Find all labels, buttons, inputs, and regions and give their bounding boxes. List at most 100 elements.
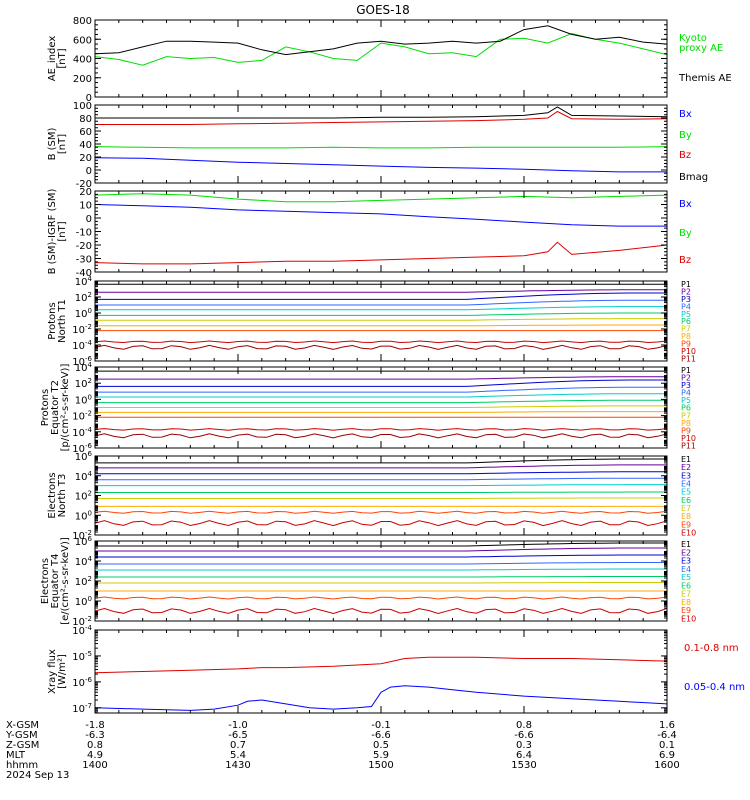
y-tick-label: -20 (76, 241, 92, 252)
channel-line-e9 (95, 510, 667, 514)
series-line-kyoto-proxy-ae (95, 32, 667, 66)
y-tick-label: 0 (86, 93, 92, 104)
channel-line-e10 (95, 520, 667, 527)
channel-line-e10 (95, 607, 667, 615)
panel-data (95, 458, 667, 527)
legend-entry: E1 (681, 455, 691, 464)
ephemeris-value: 0.8 (87, 740, 103, 751)
y-tick-label: 40 (79, 140, 92, 151)
legend-entry: P2 (681, 374, 691, 383)
legend-entry: P4 (681, 389, 691, 398)
y-tick-label: 104 (75, 361, 93, 374)
panel-2: -20 0 20 40 60 80 100 B (SM) [nT] Bx By Bz Bmag (47, 101, 708, 190)
y-tick-label: 10-4 (72, 339, 92, 352)
legend-entry: E9 (681, 520, 691, 529)
ephemeris-value: 6.9 (659, 750, 675, 761)
ephemeris-row-label: Z-GSM (6, 740, 39, 751)
ephemeris-value: -6.3 (85, 730, 105, 741)
y-tick-label: 200 (73, 74, 92, 85)
channel-line-e7 (95, 497, 667, 499)
series-line-0-05-0-4-nm (95, 685, 667, 711)
y-axis-label: [e/(cm²-s-sr-keV)] (60, 537, 71, 625)
y-tick-label: 104 (75, 470, 93, 483)
ephemeris-value: 0.7 (230, 740, 246, 751)
legend-entry: E2 (681, 548, 691, 557)
y-tick-label: 80 (79, 114, 92, 125)
legend-entry: P6 (681, 404, 691, 413)
y-tick-label: 102 (75, 575, 92, 588)
channel-line-e9 (95, 596, 667, 600)
legend-entry: P11 (681, 354, 696, 363)
panel-frame (94, 629, 668, 714)
legend-entry: E7 (681, 504, 691, 513)
ephemeris-value: -6.6 (514, 730, 534, 741)
series-line-bx (95, 157, 667, 173)
channel-line-e4 (95, 562, 667, 565)
channel-line-p5 (95, 306, 667, 311)
ephemeris-value: 5.9 (373, 750, 389, 761)
panel-7: 10-2 100 102 104 106 Electrons Equator T4 [e/(c… (40, 535, 696, 628)
series-line-by (95, 193, 667, 203)
y-tick-label: 0 (86, 214, 92, 225)
y-tick-label: 10-7 (72, 702, 92, 715)
panel-data (95, 370, 667, 439)
ephemeris-row-label: 2024 Sep 13 (6, 770, 69, 781)
series-line-0-1-0-8-nm (95, 656, 667, 674)
legend-entry: E9 (681, 606, 691, 615)
y-tick-label: 10-2 (72, 529, 92, 542)
ephemeris-value: 4.9 (87, 750, 103, 761)
channel-line-p8 (95, 324, 667, 327)
ephemeris-value: 1430 (225, 760, 250, 771)
y-tick-label: -30 (76, 255, 92, 266)
legend-entry: E4 (681, 480, 691, 489)
channel-line-e5 (95, 484, 667, 487)
series-line-bz (95, 241, 667, 265)
legend-entry: P4 (681, 302, 691, 311)
y-tick-label: 100 (73, 101, 92, 112)
series-line-bz (95, 110, 667, 125)
ephemeris-value: 0.1 (659, 740, 675, 751)
series-line-bx (95, 204, 667, 227)
channel-line-p7 (95, 405, 667, 408)
legend-entry: E7 (681, 590, 691, 599)
channel-line-e4 (95, 477, 667, 481)
y-tick-label: 10-6 (72, 676, 92, 689)
legend-entry: By (679, 228, 692, 239)
ephemeris-value: 0.3 (516, 740, 532, 751)
ephemeris-value: -6.4 (657, 730, 677, 741)
panel-data (95, 25, 667, 66)
legend-entry: E3 (681, 471, 691, 480)
panel-data (95, 283, 667, 350)
channel-line-p6 (95, 399, 667, 404)
legend-entry: E1 (681, 540, 691, 549)
legend-entry: Bz (679, 150, 691, 161)
channel-line-e3 (95, 471, 667, 475)
y-tick-label: -40 (76, 268, 92, 279)
legend-entry: Bx (679, 199, 692, 210)
y-tick-label: 20 (79, 153, 92, 164)
y-axis-label: B (SM)-IGRF (SM) (47, 189, 58, 275)
ephemeris-row-label: MLT (6, 750, 26, 761)
legend-entry: P2 (681, 287, 691, 296)
channel-line-p11 (95, 344, 667, 350)
ephemeris-row-label: Y-GSM (5, 730, 38, 741)
legend-entry: P1 (681, 366, 691, 375)
panel-data (95, 542, 667, 615)
y-tick-label: 10-2 (72, 410, 92, 423)
y-axis-label: AE_index (47, 36, 58, 82)
legend-entry: Bx (679, 109, 692, 120)
legend-entry: 0.1-0.8 nm (684, 643, 739, 654)
y-axis-label: Equator T4 (50, 554, 61, 609)
channel-line-p3 (95, 379, 667, 387)
channel-line-p4 (95, 299, 667, 306)
y-tick-label: 400 (73, 55, 92, 66)
y-tick-label: 10-4 (72, 426, 92, 439)
legend-entry: E6 (681, 496, 691, 505)
channel-line-e5 (95, 568, 667, 571)
y-tick-label: 100 (75, 393, 92, 406)
y-tick-label: 100 (75, 509, 92, 522)
